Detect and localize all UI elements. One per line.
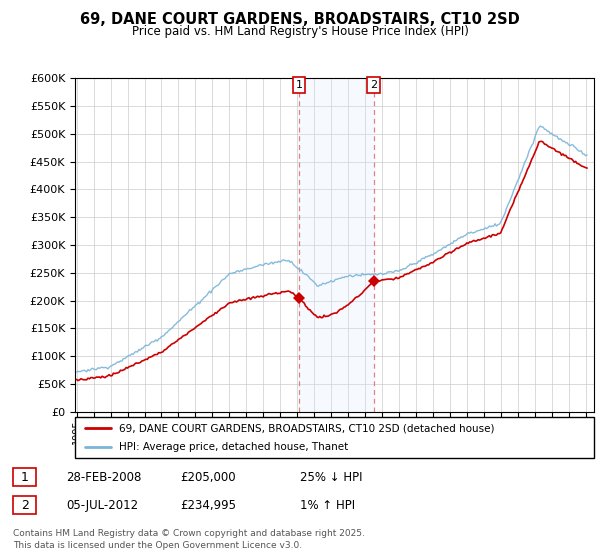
Text: 69, DANE COURT GARDENS, BROADSTAIRS, CT10 2SD (detached house): 69, DANE COURT GARDENS, BROADSTAIRS, CT1… bbox=[119, 423, 494, 433]
Text: 2: 2 bbox=[20, 498, 29, 512]
Text: 69, DANE COURT GARDENS, BROADSTAIRS, CT10 2SD: 69, DANE COURT GARDENS, BROADSTAIRS, CT1… bbox=[80, 12, 520, 27]
Text: 25% ↓ HPI: 25% ↓ HPI bbox=[300, 470, 362, 484]
Text: 2: 2 bbox=[370, 80, 377, 90]
Text: £205,000: £205,000 bbox=[180, 470, 236, 484]
Text: 05-JUL-2012: 05-JUL-2012 bbox=[66, 498, 138, 512]
Bar bbox=[299, 78, 374, 412]
Text: Contains HM Land Registry data © Crown copyright and database right 2025.
This d: Contains HM Land Registry data © Crown c… bbox=[13, 529, 365, 550]
Text: 28-FEB-2008: 28-FEB-2008 bbox=[66, 470, 142, 484]
Text: 1: 1 bbox=[20, 470, 29, 484]
Text: Price paid vs. HM Land Registry's House Price Index (HPI): Price paid vs. HM Land Registry's House … bbox=[131, 25, 469, 38]
Text: 1% ↑ HPI: 1% ↑ HPI bbox=[300, 498, 355, 512]
Text: 1: 1 bbox=[296, 80, 303, 90]
Text: £234,995: £234,995 bbox=[180, 498, 236, 512]
Text: HPI: Average price, detached house, Thanet: HPI: Average price, detached house, Than… bbox=[119, 442, 349, 452]
